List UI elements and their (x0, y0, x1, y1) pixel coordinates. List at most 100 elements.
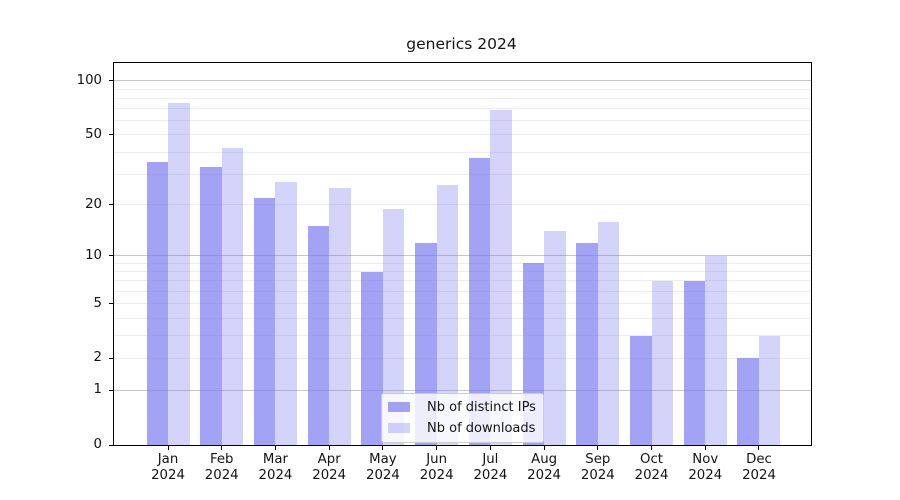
x-axis-tick-label: Aug 2024 (516, 452, 572, 483)
minor-gridline (114, 108, 811, 110)
x-axis-tick-label: Apr 2024 (301, 452, 357, 483)
y-axis-tick-label: 2 (93, 350, 102, 366)
y-axis-tick (109, 134, 114, 136)
major-gridline (114, 80, 811, 82)
x-label-month: Sep (585, 452, 611, 467)
x-label-year: 2024 (204, 467, 239, 483)
x-axis-tick (167, 445, 169, 450)
major-gridline (114, 389, 811, 391)
bar-distinct-ips-apr (307, 226, 330, 445)
legend-label-downloads: Nb of downloads (427, 420, 536, 436)
minor-gridline (114, 280, 811, 282)
x-label-year: 2024 (365, 467, 400, 483)
legend-entry-distinct-ips: Nb of distinct IPs (388, 399, 536, 415)
x-label-month: Mar (262, 452, 288, 467)
bar-downloads-jun (436, 185, 459, 445)
x-axis-tick (543, 445, 545, 450)
minor-gridline (114, 97, 811, 99)
y-axis-tick-label: 1 (93, 382, 102, 398)
bar-downloads-apr (329, 187, 351, 445)
x-label-year: 2024 (634, 467, 669, 483)
minor-gridline (114, 151, 811, 153)
bar-distinct-ips-jan (146, 162, 168, 445)
x-label-year: 2024 (151, 467, 185, 483)
x-label-month: Aug (531, 452, 558, 467)
bar-downloads-jul (490, 109, 512, 445)
x-label-month: Apr (317, 452, 341, 467)
x-label-year: 2024 (688, 467, 723, 483)
x-axis-tick (758, 445, 760, 450)
x-label-month: Jul (482, 452, 499, 467)
y-axis-tick (109, 444, 114, 446)
x-axis-tick (221, 445, 223, 450)
legend-entry-downloads: Nb of downloads (388, 420, 536, 436)
minor-gridline (114, 317, 811, 319)
x-axis-tick-label: Jan 2024 (140, 452, 196, 483)
minor-gridline (114, 204, 811, 206)
bar-distinct-ips-feb (200, 166, 222, 445)
x-axis-tick (704, 445, 706, 450)
legend-swatch-distinct-ips (388, 402, 410, 412)
x-label-year: 2024 (473, 467, 508, 483)
minor-gridline (114, 303, 811, 305)
y-axis-tick (109, 255, 114, 257)
y-axis-tick (109, 303, 114, 305)
bar-downloads-nov (705, 255, 727, 445)
y-axis-tick (109, 204, 114, 206)
x-axis-tick (436, 445, 438, 450)
bar-downloads-feb (221, 148, 244, 445)
x-label-year: 2024 (312, 467, 347, 483)
x-axis-tick-label: May 2024 (355, 452, 411, 483)
minor-gridline (114, 291, 811, 292)
minor-gridline (114, 120, 811, 122)
minor-gridline (114, 271, 811, 273)
bar-distinct-ips-oct (630, 335, 652, 445)
legend-label-distinct-ips: Nb of distinct IPs (427, 399, 536, 415)
minor-gridline (114, 88, 811, 90)
bar-distinct-ips-may (361, 271, 383, 445)
y-axis-tick-label: 10 (85, 247, 102, 263)
x-axis-tick-label: Jun 2024 (409, 452, 465, 483)
x-axis-tick-label: Feb 2024 (194, 452, 250, 483)
x-axis-tick (328, 445, 330, 450)
bar-downloads-jan (168, 103, 190, 445)
x-axis-tick-label: Sep 2024 (570, 452, 626, 483)
y-axis-tick-label: 100 (76, 72, 102, 88)
bar-downloads-sep (597, 221, 620, 445)
x-axis-tick-label: Mar 2024 (247, 452, 303, 483)
bar-distinct-ips-sep (576, 242, 598, 445)
minor-gridline (114, 335, 811, 337)
y-axis-tick (109, 80, 114, 82)
x-label-month: Nov (692, 452, 719, 467)
minor-gridline (114, 357, 811, 359)
major-gridline (114, 255, 811, 257)
y-axis-tick (109, 357, 114, 359)
x-label-year: 2024 (258, 467, 293, 483)
legend: Nb of distinct IPs Nb of downloads (381, 393, 544, 443)
x-label-month: Jan (157, 452, 179, 467)
x-axis-tick-label: Oct 2024 (624, 452, 680, 483)
y-axis-tick-label: 20 (85, 196, 102, 212)
x-label-month: Dec (746, 452, 772, 467)
bar-downloads-mar (275, 182, 297, 445)
x-label-year: 2024 (742, 467, 776, 483)
y-axis-tick-label: 50 (85, 126, 102, 142)
x-axis-tick (382, 445, 384, 450)
plot-area: Nb of distinct IPs Nb of downloads 0 1 2 5 1… (77, 62, 812, 483)
x-axis-tick-label: Jul 2024 (462, 452, 518, 483)
x-label-year: 2024 (527, 467, 561, 483)
x-axis-tick-label: Dec 2024 (731, 452, 787, 483)
bar-downloads-oct (651, 280, 674, 445)
x-axis-tick (489, 445, 491, 450)
x-label-month: Jun (426, 452, 448, 467)
y-axis-tick-label: 5 (93, 295, 102, 311)
x-label-year: 2024 (419, 467, 454, 483)
x-axis-tick (651, 445, 653, 450)
x-label-month: Feb (209, 452, 234, 467)
bar-distinct-ips-mar (253, 197, 276, 445)
chart-title: generics 2024 (406, 35, 517, 53)
y-axis-tick (109, 389, 114, 391)
bar-downloads-aug (544, 231, 566, 445)
legend-swatch-downloads (388, 423, 410, 433)
